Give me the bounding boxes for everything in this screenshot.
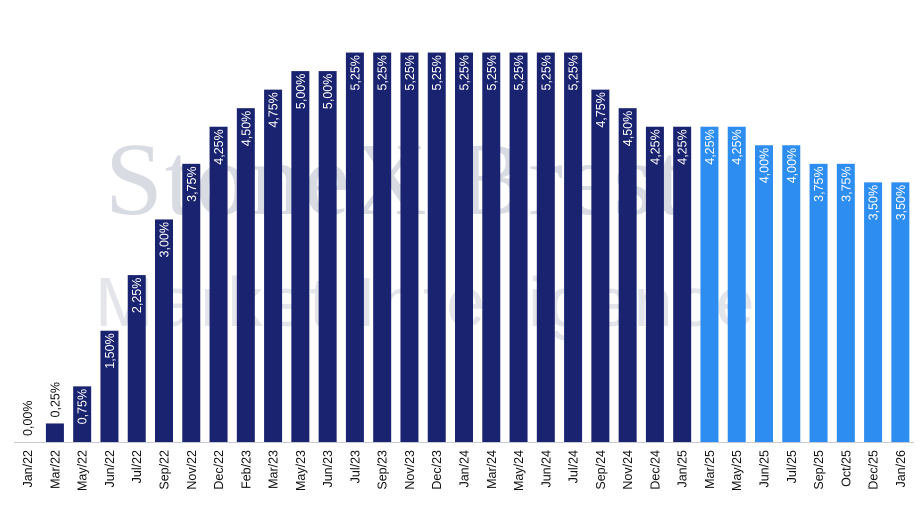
bar-value-label: 3,00% (158, 222, 172, 257)
x-tick-label: Jun/22 (103, 450, 117, 488)
x-tick-label: Jul/24 (567, 450, 581, 483)
bar-value-label: 5,25% (430, 55, 444, 90)
bar-forecast (809, 163, 828, 442)
bar-value-label: 4,25% (648, 129, 662, 164)
bar (482, 52, 501, 443)
x-tick-label: Sep/23 (376, 450, 390, 490)
bar (264, 89, 283, 442)
bar-value-label: 2,25% (130, 278, 144, 313)
bar-value-label: 4,50% (621, 111, 635, 146)
x-tick-label: Feb/23 (239, 450, 253, 489)
bar (673, 126, 692, 442)
x-tick-label: Dec/24 (648, 450, 662, 490)
bar-forecast (864, 182, 883, 443)
bar-value-label: 3,75% (185, 166, 199, 201)
bar-value-label: 5,00% (321, 74, 335, 109)
bar-value-label: 4,50% (239, 111, 253, 146)
bar-value-label: 4,75% (594, 92, 608, 127)
x-tick-label: Jun/23 (321, 450, 335, 488)
bar (509, 52, 528, 443)
bar-forecast (700, 126, 719, 442)
x-tick-label: Mar/25 (703, 450, 717, 489)
bar-value-label: 1,50% (103, 333, 117, 368)
bar (182, 163, 201, 442)
x-tick-label: Mar/24 (485, 450, 499, 489)
x-tick-label: Jun/25 (758, 450, 772, 488)
bar (236, 108, 255, 443)
x-tick-label: Nov/22 (185, 450, 199, 490)
x-tick-label: Jun/24 (539, 450, 553, 488)
bar-value-label: 0,75% (76, 389, 90, 424)
bar-forecast (727, 126, 746, 442)
bar-value-label: 4,00% (785, 148, 799, 183)
bar (73, 386, 92, 442)
x-tick-label: May/23 (294, 450, 308, 491)
x-tick-label: Dec/23 (430, 450, 444, 490)
bar-value-label: 5,25% (458, 55, 472, 90)
bar-value-label: 0,25% (48, 382, 62, 417)
bar-forecast (836, 163, 855, 442)
x-tick-label: May/25 (730, 450, 744, 491)
x-tick-label: Sep/24 (594, 450, 608, 490)
x-tick-label: Mar/23 (267, 450, 281, 489)
x-tick-label: Jul/23 (348, 450, 362, 483)
bar-value-label: 5,25% (539, 55, 553, 90)
bar (345, 52, 364, 443)
bar (291, 71, 310, 442)
bar-value-label: 3,75% (839, 166, 853, 201)
x-tick-label: Jan/22 (21, 450, 35, 488)
x-tick-label: Jul/22 (130, 450, 144, 483)
x-tick-label: Jan/24 (458, 450, 472, 488)
bar-value-label: 5,25% (403, 55, 417, 90)
x-tick-label: Nov/23 (403, 450, 417, 490)
bar (373, 52, 392, 443)
bar (564, 52, 583, 443)
bar-value-label: 4,00% (758, 148, 772, 183)
bar-value-label: 4,25% (703, 129, 717, 164)
bar-value-label: 4,25% (676, 129, 690, 164)
x-tick-label: Jan/25 (676, 450, 690, 488)
bar-value-label: 4,25% (212, 129, 226, 164)
bar (618, 108, 637, 443)
bar-value-label: 3,50% (867, 185, 881, 220)
bar-value-label: 5,25% (348, 55, 362, 90)
bar-value-label: 5,00% (294, 74, 308, 109)
x-tick-label: Jul/25 (785, 450, 799, 483)
bar (400, 52, 419, 443)
x-tick-label: Dec/22 (212, 450, 226, 490)
bar-value-label: 0,00% (21, 401, 35, 436)
bar (209, 126, 228, 442)
bar-value-label: 5,25% (485, 55, 499, 90)
x-tick-label: Dec/25 (867, 450, 881, 490)
bar-value-label: 3,50% (894, 185, 908, 220)
bar-value-label: 5,25% (567, 55, 581, 90)
x-tick-label: Sep/22 (158, 450, 172, 490)
bar-forecast (782, 145, 801, 442)
bar (427, 52, 446, 443)
bar (45, 423, 64, 442)
bar-forecast (755, 145, 773, 442)
bar-value-label: 4,25% (730, 129, 744, 164)
bar-value-label: 4,75% (267, 92, 281, 127)
bar-value-label: 3,75% (812, 166, 826, 201)
x-tick-label: May/22 (76, 450, 90, 491)
bar (645, 126, 664, 442)
x-tick-label: Sep/25 (812, 450, 826, 490)
bar (455, 52, 473, 443)
x-tick-label: Oct/25 (839, 450, 853, 487)
bar (100, 330, 119, 442)
bar-value-label: 5,25% (512, 55, 526, 90)
x-tick-label: Jan/26 (894, 450, 908, 488)
x-tick-label: Nov/24 (621, 450, 635, 490)
bar-forecast (891, 182, 910, 443)
bar (318, 71, 337, 442)
bar-value-label: 5,25% (376, 55, 390, 90)
bar (591, 89, 610, 442)
bar (155, 219, 173, 442)
x-tick-label: Mar/22 (48, 450, 62, 489)
bar (127, 275, 146, 442)
x-tick-label: May/24 (512, 450, 526, 491)
bar (536, 52, 555, 443)
